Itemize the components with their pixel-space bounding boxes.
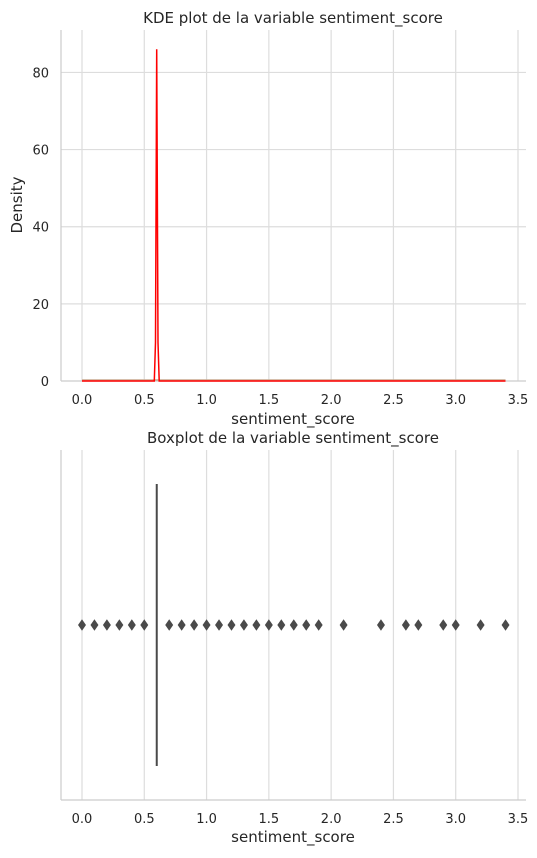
- box-x-axis-label: sentiment_score: [231, 828, 355, 847]
- box-outlier-point: [277, 619, 286, 631]
- box-outlier-point: [252, 619, 261, 631]
- box-outlier-point: [227, 619, 236, 631]
- box-outlier-point: [115, 619, 124, 631]
- kde-grid: [61, 30, 526, 381]
- kde-y-tick-label: 40: [32, 221, 49, 236]
- box-outlier-point: [476, 619, 485, 631]
- box-x-tick-label: 2.0: [321, 812, 342, 827]
- kde-y-tick-label: 80: [32, 66, 49, 81]
- box-outlier-point: [90, 619, 99, 631]
- box-outlier-point: [451, 619, 460, 631]
- box-x-tick-label: 0.5: [134, 812, 155, 827]
- box-outlier-point: [414, 619, 423, 631]
- box-x-tick-label: 3.5: [508, 812, 529, 827]
- box-outlier-point: [215, 619, 224, 631]
- box-x-tick-label: 2.5: [383, 812, 404, 827]
- box-outlier-point: [401, 619, 410, 631]
- box-x-tick-label: 1.5: [259, 812, 280, 827]
- box-outlier-point: [202, 619, 211, 631]
- box-outlier-point: [177, 619, 186, 631]
- box-panel: Boxplot de la variable sentiment_score 0…: [60, 429, 529, 847]
- box-outlier-point: [289, 619, 298, 631]
- kde-x-axis-label: sentiment_score: [231, 410, 355, 429]
- box-x-ticks: 0.0 0.5 1.0 1.5 2.0 2.5 3.0 3.5: [72, 812, 529, 827]
- kde-density-line: [82, 49, 506, 382]
- kde-x-ticks: 0.0 0.5 1.0 1.5 2.0 2.5 3.0 3.5: [72, 393, 529, 408]
- box-outlier-point: [302, 619, 311, 631]
- box-outlier-point: [140, 619, 149, 631]
- box-outlier-point: [264, 619, 273, 631]
- box-outlier-point: [439, 619, 448, 631]
- box-outlier-point: [190, 619, 199, 631]
- kde-x-tick-label: 0.0: [72, 393, 93, 408]
- box-title: Boxplot de la variable sentiment_score: [147, 429, 439, 448]
- kde-x-tick-label: 1.5: [259, 393, 280, 408]
- kde-panel: KDE plot de la variable sentiment_score …: [8, 9, 528, 429]
- kde-x-tick-label: 2.0: [321, 393, 342, 408]
- box-outliers: [78, 619, 510, 631]
- box-outlier-point: [314, 619, 323, 631]
- kde-x-tick-label: 1.0: [196, 393, 217, 408]
- box-outlier-point: [501, 619, 510, 631]
- box-outlier-point: [239, 619, 248, 631]
- box-x-tick-label: 3.0: [445, 812, 466, 827]
- kde-y-axis-label: Density: [8, 176, 26, 233]
- box-outlier-point: [102, 619, 111, 631]
- kde-y-tick-label: 60: [32, 144, 49, 159]
- kde-y-tick-label: 0: [41, 375, 49, 390]
- box-outlier-point: [78, 619, 86, 631]
- box-x-tick-label: 1.0: [196, 812, 217, 827]
- kde-x-tick-label: 0.5: [134, 393, 155, 408]
- box-x-tick-label: 0.0: [72, 812, 93, 827]
- kde-title: KDE plot de la variable sentiment_score: [143, 9, 443, 28]
- kde-x-tick-label: 3.0: [445, 393, 466, 408]
- kde-x-tick-label: 2.5: [383, 393, 404, 408]
- kde-y-tick-label: 20: [32, 298, 49, 313]
- box-outlier-point: [376, 619, 385, 631]
- box-outlier-point: [165, 619, 174, 631]
- box-outlier-point: [339, 619, 348, 631]
- kde-y-ticks: 0 20 40 60 80: [32, 66, 49, 390]
- box-outlier-point: [127, 619, 136, 631]
- kde-x-tick-label: 3.5: [508, 393, 529, 408]
